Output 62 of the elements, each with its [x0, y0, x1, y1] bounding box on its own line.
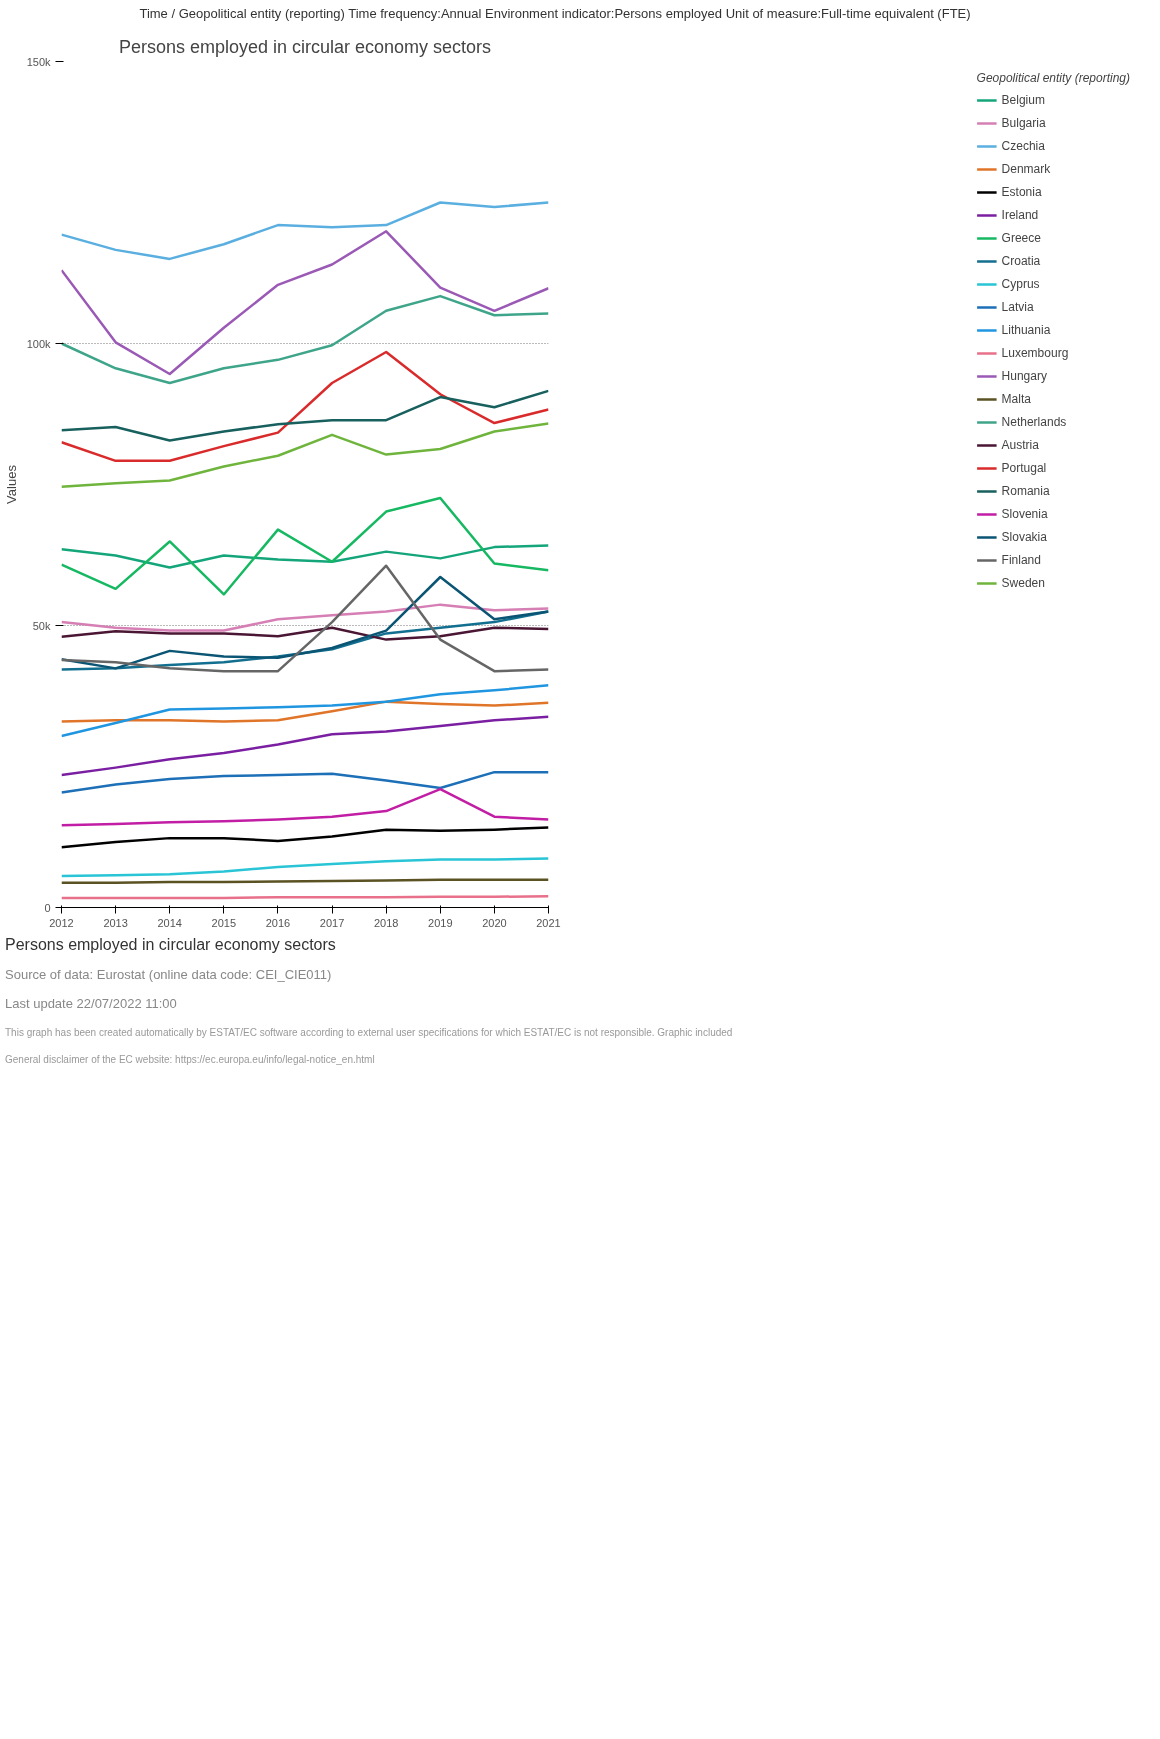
y-tick-label: 100k: [26, 337, 51, 350]
text: General disclaimer of the EC website: https://ec.europa.eu/info/legal-notice_en.html: [5, 1052, 376, 1067]
legend-label: Cyprus: [1001, 276, 1040, 291]
legend-label: Netherlands: [1001, 414, 1067, 429]
x-tick-label: 2017: [319, 916, 345, 929]
line-series: [61, 683, 549, 737]
text: Persons employed in circular economy sectors: [5, 934, 337, 955]
text: This graph has been created automatically by ESTAT/EC software according to external user specifications for which ESTAT/EC is not responsible. Graphic included: [5, 1025, 734, 1040]
legend-label: Austria: [1001, 437, 1039, 452]
legend-label: Luxembourg: [1001, 345, 1069, 360]
legend-label: Romania: [1001, 483, 1050, 498]
line-series: [61, 200, 549, 260]
legend-label: Finland: [1001, 552, 1041, 567]
legend-label: Estonia: [1001, 184, 1042, 199]
x-tick-label: 2018: [373, 916, 399, 929]
legend-label: Ireland: [1001, 207, 1039, 222]
x-tick-label: 2020: [482, 916, 507, 929]
line-series: [61, 389, 549, 442]
line-series: [61, 770, 549, 794]
legend-label: Latvia: [1001, 299, 1034, 314]
x-tick-label: 2019: [428, 916, 453, 929]
line-series: [61, 825, 549, 848]
x-tick-label: 2021: [536, 916, 561, 929]
legend-label: Belgium: [1001, 92, 1045, 107]
line-series: [61, 787, 549, 826]
chart-title: Persons employed in circular economy sectors: [118, 36, 492, 57]
legend-label: Croatia: [1001, 253, 1041, 268]
y-axis-title: Values: [3, 464, 19, 504]
line-series: [61, 543, 549, 569]
line-series: [61, 350, 549, 462]
legend-title: Geopolitical entity (reporting): [976, 70, 1130, 85]
y-tick-label: 0: [44, 901, 51, 914]
legend-label: Bulgaria: [1001, 115, 1046, 130]
y-tick-label: 150k: [26, 55, 51, 68]
legend-label: Denmark: [1001, 161, 1051, 176]
line-series: [61, 421, 549, 488]
x-tick-label: 2015: [211, 916, 237, 929]
line-series: [61, 715, 549, 776]
legend-label: Czechia: [1001, 138, 1045, 153]
legend-label: Slovakia: [1001, 529, 1047, 544]
line-series: [61, 626, 549, 641]
text: Last update 22/07/2022 11:00: [5, 994, 178, 1013]
source-note: Source of data: Eurostat (online data code: CEI_CIE011): [5, 966, 333, 985]
line-series: [61, 229, 549, 375]
y-tick-label: 50k: [32, 619, 51, 632]
legend-label: Slovenia: [1001, 506, 1048, 521]
line-series: [61, 856, 549, 877]
chart-subtitle: Time / Geopolitical entity (reporting) Time frequency:Annual Environment indicator:Persons employed Unit of measure:Full-time equivalent (FTE): [138, 5, 972, 23]
line-series: [61, 294, 549, 384]
line-series: [61, 699, 549, 723]
x-tick-label: 2016: [265, 916, 291, 929]
legend-label: Lithuania: [1001, 322, 1051, 337]
legend-label: Hungary: [1001, 368, 1047, 383]
line-series: [61, 496, 549, 596]
x-tick-label: 2014: [157, 916, 182, 929]
legend-label: Portugal: [1001, 460, 1047, 475]
x-tick-label: 2012: [49, 916, 74, 929]
legend-label: Greece: [1001, 230, 1041, 245]
x-tick-label: 2013: [103, 916, 128, 929]
line-series: [61, 602, 549, 632]
legend-label: Malta: [1001, 391, 1031, 406]
legend-label: Sweden: [1001, 575, 1045, 590]
